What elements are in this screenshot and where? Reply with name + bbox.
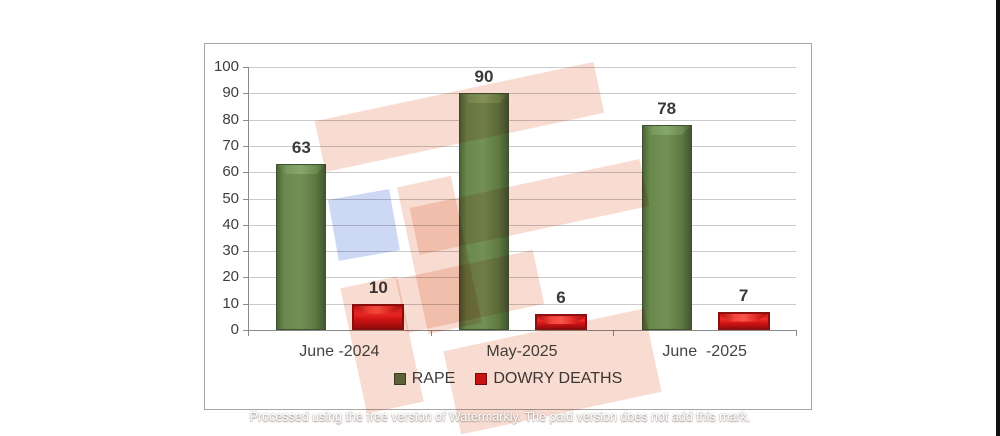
y-tick-label-70: 70 xyxy=(222,136,239,154)
x-category-label-june-2024: June -2024 xyxy=(299,343,380,360)
data-label-rape-may-2025: 90 xyxy=(474,67,494,87)
gridline-90 xyxy=(248,93,796,95)
y-tick-label-10: 10 xyxy=(222,294,239,312)
bar-dowry-deaths-june-2024 xyxy=(352,303,405,330)
y-tick-60 xyxy=(243,172,248,174)
x-axis-line xyxy=(248,330,796,331)
y-tick-90 xyxy=(243,93,248,95)
bar-rape-may-2025 xyxy=(459,93,509,330)
gridline-30 xyxy=(248,251,796,253)
x-axis-tick-3 xyxy=(796,330,797,336)
gridline-10 xyxy=(248,303,796,305)
legend-swatch-dowry-deaths xyxy=(475,373,488,385)
y-tick-80 xyxy=(243,119,248,121)
y-tick-100 xyxy=(243,67,248,68)
bar-dowry-deaths-june-2025 xyxy=(717,311,770,330)
y-tick-label-0: 0 xyxy=(230,321,239,338)
y-tick-70 xyxy=(243,145,248,147)
gridline-70 xyxy=(248,145,796,147)
gridline-50 xyxy=(248,198,796,200)
chart-legend: RAPE DOWRY DEATHS xyxy=(205,370,811,388)
y-tick-label-40: 40 xyxy=(222,215,239,233)
legend-label-dowry-deaths: DOWRY DEATHS xyxy=(493,370,623,387)
x-axis-tick-2 xyxy=(613,330,615,336)
bar-dowry-deaths-may-2025 xyxy=(535,314,587,330)
y-tick-30 xyxy=(243,251,248,253)
y-tick-40 xyxy=(243,224,248,226)
x-axis-tick-1 xyxy=(430,330,432,336)
y-tick-10 xyxy=(243,303,248,305)
data-label-dowry-deaths-june-2024: 10 xyxy=(368,277,388,297)
y-tick-20 xyxy=(243,277,248,279)
y-axis-line xyxy=(248,67,249,336)
bar-rape-june-2024 xyxy=(276,164,327,330)
bar-bevel xyxy=(719,313,768,322)
watermark-caption: Processed using the free version of Wate… xyxy=(249,410,751,424)
y-tick-label-60: 60 xyxy=(222,163,239,181)
legend-label-rape: RAPE xyxy=(411,370,456,387)
bar-bevel xyxy=(537,316,585,325)
data-label-dowry-deaths-june-2025: 7 xyxy=(738,285,749,305)
x-category-label-june-2025: June -2025 xyxy=(662,343,747,360)
data-label-rape-june-2024: 63 xyxy=(291,138,311,158)
y-tick-label-50: 50 xyxy=(222,189,239,207)
data-label-rape-june-2025: 78 xyxy=(657,98,677,118)
gridline-100 xyxy=(248,67,796,68)
legend-item-dowry-deaths: DOWRY DEATHS xyxy=(475,370,622,388)
y-tick-label-90: 90 xyxy=(222,84,239,102)
gridline-20 xyxy=(248,277,796,279)
right-edge-black-strip xyxy=(996,0,1000,436)
bar-bevel xyxy=(277,165,326,175)
gridline-40 xyxy=(248,224,796,226)
data-label-dowry-deaths-may-2025: 6 xyxy=(556,288,566,308)
gridline-80 xyxy=(248,119,796,121)
y-tick-0 xyxy=(243,330,248,331)
y-tick-label-80: 80 xyxy=(222,110,239,128)
legend-swatch-rape xyxy=(393,373,406,385)
bar-rape-june-2025 xyxy=(641,124,692,330)
x-axis-tick-0 xyxy=(248,330,249,336)
y-tick-label-20: 20 xyxy=(222,268,239,286)
y-tick-label-100: 100 xyxy=(213,58,239,75)
bar-bevel xyxy=(460,94,508,104)
chart-frame: RAPE DOWRY DEATHS 0 10 20 30 40 50 60 70 80 90 100 6… xyxy=(204,43,812,410)
bar-bevel xyxy=(354,305,403,314)
legend-item-rape: RAPE xyxy=(393,370,456,388)
bar-bevel xyxy=(642,125,691,135)
gridline-60 xyxy=(248,172,796,174)
y-tick-50 xyxy=(243,198,248,200)
y-tick-label-30: 30 xyxy=(222,242,239,260)
x-category-label-may-2025: May-2025 xyxy=(486,343,558,360)
